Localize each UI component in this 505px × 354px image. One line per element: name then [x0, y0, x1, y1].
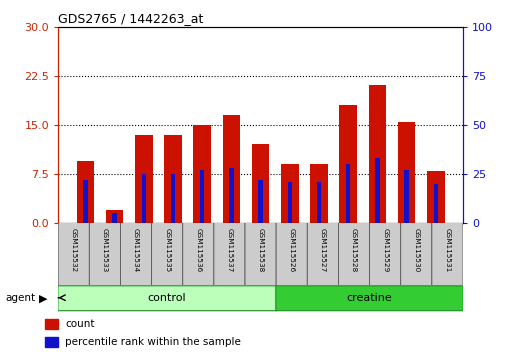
Bar — [433, 184, 437, 223]
Bar — [112, 213, 117, 223]
Bar — [164, 135, 181, 223]
Text: GSM115526: GSM115526 — [288, 228, 294, 272]
FancyBboxPatch shape — [276, 222, 307, 286]
Bar — [345, 164, 349, 223]
Bar — [222, 115, 240, 223]
FancyBboxPatch shape — [369, 222, 400, 286]
Text: GSM115535: GSM115535 — [164, 228, 170, 272]
Bar — [45, 337, 58, 347]
FancyBboxPatch shape — [431, 222, 462, 286]
Bar — [106, 210, 123, 223]
Text: control: control — [147, 293, 186, 303]
FancyBboxPatch shape — [58, 286, 276, 311]
Text: GDS2765 / 1442263_at: GDS2765 / 1442263_at — [58, 12, 203, 25]
Bar — [76, 161, 94, 223]
FancyBboxPatch shape — [89, 222, 120, 286]
Bar — [135, 135, 152, 223]
FancyBboxPatch shape — [338, 222, 369, 286]
FancyBboxPatch shape — [58, 222, 89, 286]
Text: GSM115528: GSM115528 — [350, 228, 357, 272]
FancyBboxPatch shape — [152, 222, 182, 286]
Text: GSM115530: GSM115530 — [413, 228, 419, 272]
Bar — [368, 85, 385, 223]
FancyBboxPatch shape — [214, 222, 244, 286]
Bar — [316, 182, 321, 223]
FancyBboxPatch shape — [244, 222, 276, 286]
Bar — [171, 174, 175, 223]
Text: agent: agent — [5, 293, 35, 303]
Bar — [375, 158, 379, 223]
Text: creatine: creatine — [346, 293, 392, 303]
Bar — [45, 319, 58, 329]
Text: GSM115537: GSM115537 — [226, 228, 232, 272]
FancyBboxPatch shape — [307, 222, 338, 286]
Bar — [83, 180, 87, 223]
Text: GSM115529: GSM115529 — [381, 228, 387, 272]
Text: GSM115527: GSM115527 — [319, 228, 325, 272]
Text: GSM115531: GSM115531 — [443, 228, 449, 272]
Bar — [310, 164, 327, 223]
FancyBboxPatch shape — [182, 222, 214, 286]
Text: ▶: ▶ — [39, 293, 47, 303]
Text: count: count — [65, 319, 94, 329]
Text: GSM115536: GSM115536 — [195, 228, 201, 272]
Text: GSM115538: GSM115538 — [257, 228, 263, 272]
Bar — [258, 180, 262, 223]
Bar — [339, 105, 356, 223]
Text: GSM115534: GSM115534 — [133, 228, 139, 272]
Bar — [397, 121, 415, 223]
FancyBboxPatch shape — [275, 286, 463, 311]
Bar — [280, 164, 298, 223]
Bar — [199, 170, 204, 223]
FancyBboxPatch shape — [400, 222, 431, 286]
Bar — [193, 125, 211, 223]
Bar — [287, 182, 291, 223]
Bar — [426, 171, 444, 223]
Bar — [229, 168, 233, 223]
Bar — [251, 144, 269, 223]
FancyBboxPatch shape — [120, 222, 152, 286]
Bar — [403, 170, 408, 223]
Text: percentile rank within the sample: percentile rank within the sample — [65, 337, 240, 347]
Text: GSM115532: GSM115532 — [71, 228, 77, 272]
Bar — [141, 174, 145, 223]
Text: GSM115533: GSM115533 — [102, 228, 108, 272]
